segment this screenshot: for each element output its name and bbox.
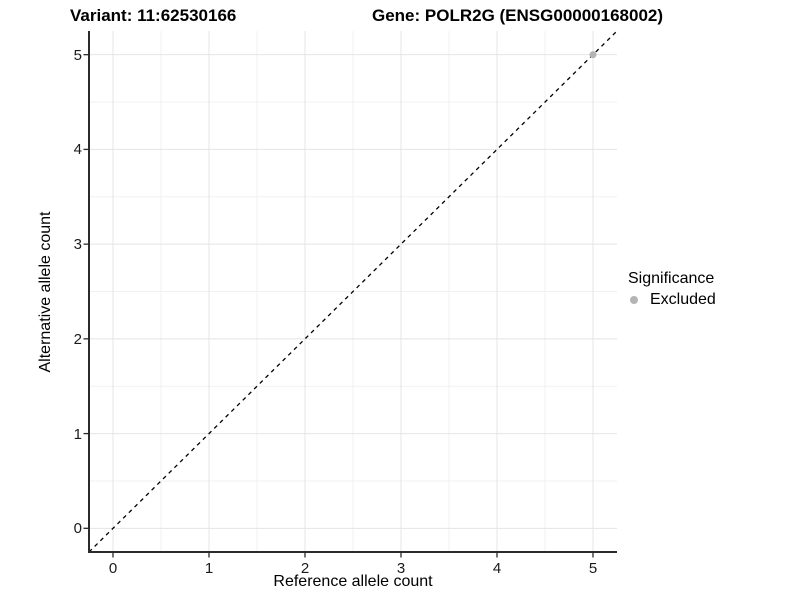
legend: Significance Excluded: [628, 270, 716, 309]
data-point-excluded: [589, 51, 597, 59]
x-axis-title: Reference allele count: [273, 573, 433, 590]
plot-title-variant: Variant: 11:62530166: [70, 6, 237, 25]
legend-key: [628, 296, 650, 304]
y-tick-label: 1: [73, 425, 82, 443]
y-tick-label: 0: [73, 520, 82, 538]
x-tick-label: 0: [108, 560, 118, 577]
y-tick-label: 3: [73, 236, 82, 254]
plot-title-gene: Gene: POLR2G (ENSG00000168002): [372, 6, 664, 25]
legend-title: Significance: [628, 270, 715, 287]
x-tick-label: 4: [492, 560, 502, 577]
excluded-point-icon: [630, 296, 638, 304]
x-tick-label: 2: [300, 560, 310, 577]
x-tick-label: 3: [396, 560, 406, 577]
y-axis-title: Alternative allele count: [37, 211, 54, 373]
y-tick-label: 2: [73, 330, 82, 348]
y-tick-label: 4: [73, 141, 82, 159]
identity-dashed-line: [88, 30, 618, 553]
legend-item-excluded: Excluded: [628, 291, 716, 309]
x-tick-label: 1: [204, 560, 214, 577]
x-tick-label: 5: [588, 560, 598, 577]
legend-item-label: Excluded: [650, 291, 716, 308]
y-tick-label: 5: [73, 46, 82, 64]
